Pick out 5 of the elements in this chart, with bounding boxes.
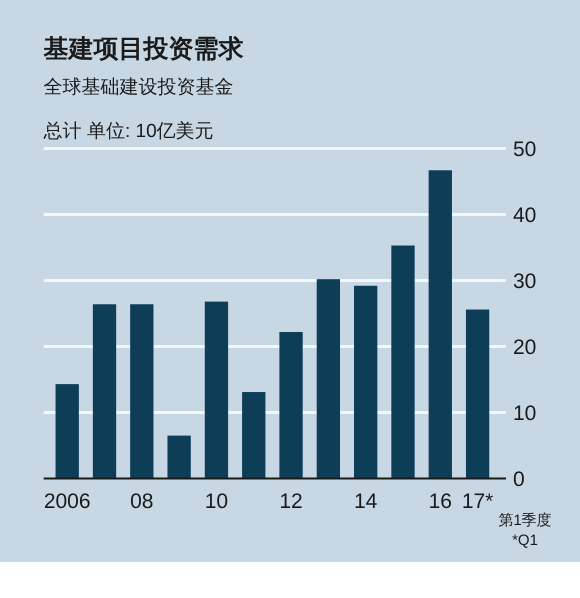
- subtitle: 全球基础建设投资基金: [44, 77, 234, 98]
- annotation: 第1季度: [498, 512, 552, 529]
- annotation: *Q1: [512, 532, 538, 549]
- title: 基建项目投资需求: [44, 35, 244, 63]
- ylabel: 总计 单位: 10亿美元: [44, 121, 214, 142]
